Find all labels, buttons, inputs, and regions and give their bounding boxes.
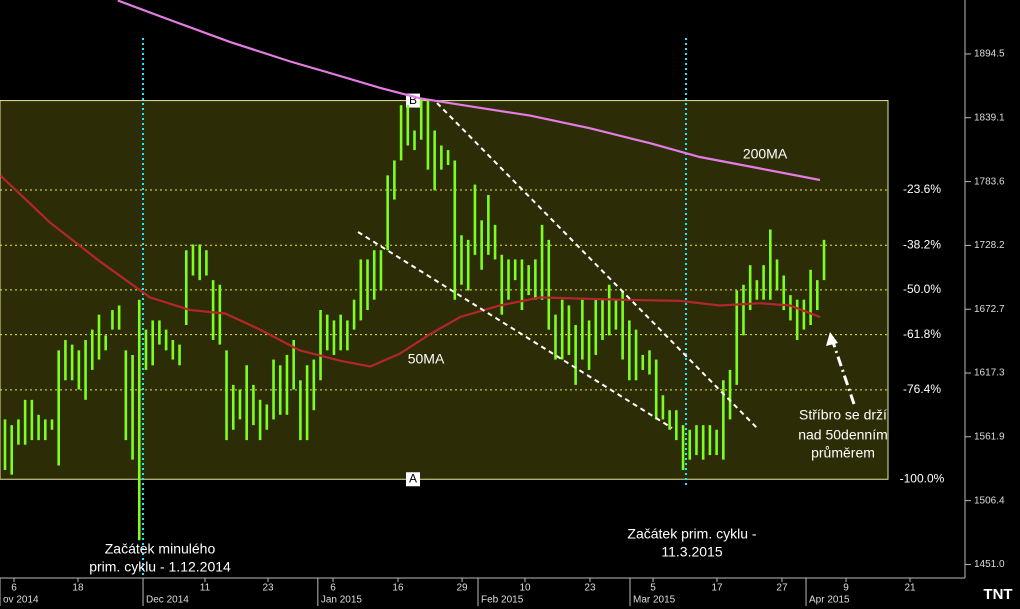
annotation: průměrem: [811, 445, 875, 461]
x-tick-label: 23: [584, 583, 596, 594]
y-tick-label: 1451.0: [974, 559, 1005, 570]
annotation: 11.3.2015: [661, 544, 722, 560]
logo: TNT: [983, 586, 1012, 603]
x-tick-label: 27: [776, 583, 788, 594]
x-tick-label: 18: [72, 583, 84, 594]
month-label: Dec 2014: [146, 595, 189, 606]
y-tick-label: 1617.3: [974, 368, 1005, 379]
x-tick-label: 5: [650, 583, 656, 594]
month-label: Jan 2015: [321, 595, 363, 606]
fib-label: -50.0%: [903, 282, 941, 296]
annotation: prim. cyklu - 1.12.2014: [89, 559, 231, 575]
annotation: Začátek minulého: [105, 541, 216, 557]
y-tick-label: 1728.2: [974, 240, 1005, 251]
fib-label: -23.6%: [903, 182, 941, 196]
fib-label: -100.0%: [900, 471, 945, 485]
x-tick-label: 16: [392, 583, 404, 594]
ma-label: 200MA: [743, 146, 788, 162]
fib-point-box: [406, 472, 420, 487]
y-tick-label: 1839.1: [974, 112, 1005, 123]
moving-averages: [0, 0, 821, 368]
x-tick-label: 23: [262, 583, 274, 594]
ma-label: 50MA: [408, 351, 445, 367]
x-tick-label: 10: [519, 583, 531, 594]
x-tick-label: 6: [11, 583, 17, 594]
fib-point: B: [409, 93, 417, 107]
fib-label: -38.2%: [903, 237, 941, 251]
x-tick-label: 29: [456, 583, 468, 594]
arrow: [831, 341, 856, 405]
annotation: Začátek prim. cyklu -: [627, 526, 756, 542]
y-tick-label: 1672.7: [974, 304, 1005, 315]
arrow-head: [826, 332, 838, 346]
fib-label: -76.4%: [903, 382, 941, 396]
y-tick-label: 1561.9: [974, 431, 1005, 442]
y-tick-label: 1783.6: [974, 176, 1005, 187]
x-tick-label: 6: [330, 583, 336, 594]
fib-point: A: [409, 471, 417, 485]
x-tick-label: 9: [843, 583, 849, 594]
month-label: Apr 2015: [809, 595, 850, 606]
y-tick-label: 1506.4: [974, 495, 1005, 506]
x-tick-label: 21: [904, 583, 916, 594]
month-label: Feb 2015: [481, 595, 524, 606]
month-label: Mar 2015: [633, 595, 676, 606]
trend-line: [357, 231, 673, 429]
x-tick-label: 17: [711, 583, 723, 594]
axes: 1451.0 1506.4 1561.9 1617.3 1672.7 1728.2 1783…: [0, 49, 1005, 606]
ma-line: [0, 174, 821, 368]
annotation: nad 50denním: [798, 427, 888, 443]
x-tick-label: 11: [200, 583, 211, 594]
ma-line: [117, 0, 821, 182]
annotation: Stříbro se drží: [799, 407, 887, 423]
y-tick-label: 1894.5: [974, 49, 1005, 60]
trend-line: [436, 102, 758, 429]
fib-label: -61.8%: [903, 327, 941, 341]
bars: [3, 99, 826, 541]
month-label: ov 2014: [3, 595, 39, 606]
